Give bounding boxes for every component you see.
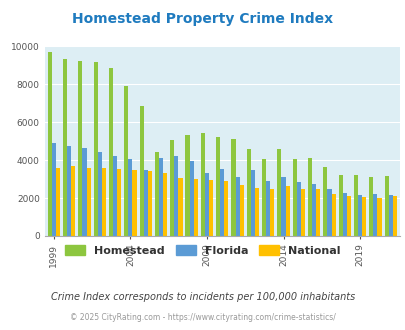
Bar [377,198,381,236]
Bar [113,156,117,236]
Bar [281,177,285,236]
Bar [296,182,300,236]
Bar [94,62,98,236]
Bar [189,161,193,236]
Bar [300,189,304,236]
Bar [78,61,82,236]
Bar [384,176,388,236]
Bar [338,175,342,236]
Bar [254,187,258,236]
Bar [147,172,151,236]
Bar [261,159,266,236]
Bar [174,156,178,236]
Bar [163,173,167,236]
Bar [117,169,121,236]
Bar [178,178,182,236]
Bar [159,158,163,236]
Text: Crime Index corresponds to incidents per 100,000 inhabitants: Crime Index corresponds to incidents per… [51,292,354,302]
Bar [63,59,67,236]
Bar [52,143,56,236]
Bar [246,148,250,236]
Bar [292,159,296,236]
Bar [270,188,274,236]
Bar [342,193,346,236]
Bar [307,158,311,236]
Bar [109,68,113,236]
Bar [132,171,136,236]
Bar [368,177,373,236]
Bar [128,159,132,236]
Bar [266,181,270,236]
Bar [102,168,106,236]
Bar [231,139,235,236]
Bar [277,148,281,236]
Bar [205,173,209,236]
Bar [98,151,102,236]
Legend: Homestead, Florida, National: Homestead, Florida, National [61,241,344,260]
Bar [193,179,197,236]
Bar [357,195,361,236]
Bar [124,86,128,236]
Bar [215,137,220,236]
Bar [373,194,377,236]
Bar [326,189,331,236]
Bar [224,181,228,236]
Bar [315,189,320,236]
Bar [322,167,326,236]
Bar [361,197,365,236]
Bar [331,194,335,236]
Bar [185,135,189,236]
Bar [346,196,350,236]
Text: Homestead Property Crime Index: Homestead Property Crime Index [72,12,333,25]
Bar [239,185,243,236]
Bar [82,148,86,236]
Bar [388,195,392,236]
Bar [47,52,52,236]
Bar [139,106,143,236]
Text: © 2025 CityRating.com - https://www.cityrating.com/crime-statistics/: © 2025 CityRating.com - https://www.city… [70,313,335,322]
Bar [220,169,224,236]
Bar [209,180,213,236]
Bar [56,168,60,236]
Bar [311,184,315,236]
Bar [143,171,147,236]
Bar [170,140,174,236]
Bar [353,175,357,236]
Bar [71,166,75,236]
Bar [86,168,90,236]
Bar [392,196,396,236]
Bar [235,177,239,236]
Bar [200,133,205,236]
Bar [250,171,254,236]
Bar [154,151,159,236]
Bar [67,146,71,236]
Bar [285,186,289,236]
